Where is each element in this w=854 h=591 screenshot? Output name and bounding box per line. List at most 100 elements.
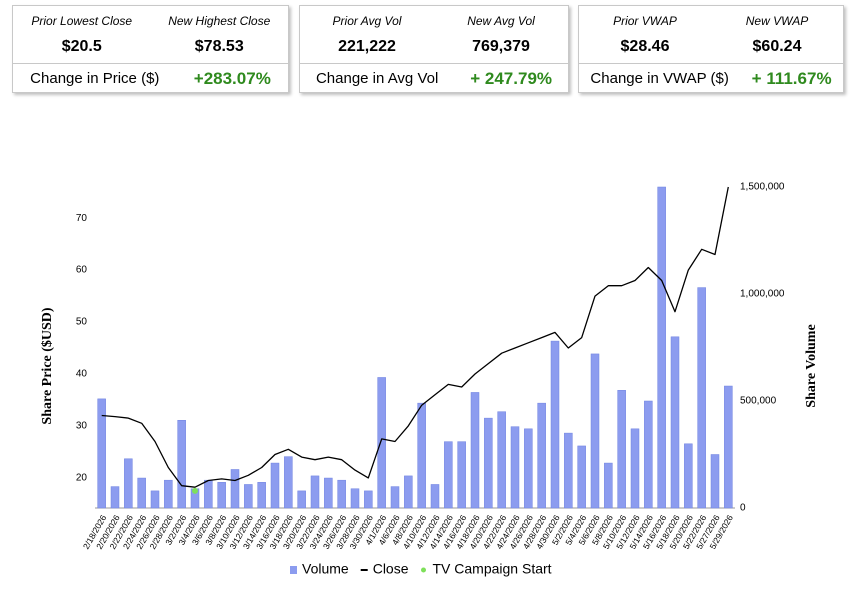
- volume-bar: [590, 353, 600, 509]
- volume-bar: [564, 432, 573, 509]
- volume-bar: [577, 445, 586, 509]
- card-top: Prior VWAP $28.46 New VWAP $60.24: [579, 6, 843, 64]
- y-tick-label: 20: [76, 473, 88, 484]
- volume-bar: [550, 340, 560, 509]
- volume-bar: [684, 443, 693, 509]
- volume-bar: [470, 392, 480, 509]
- stat-value: $60.24: [752, 38, 802, 55]
- y2-tick-label: 500,000: [740, 396, 777, 407]
- volume-bar: [390, 486, 400, 509]
- stat-column: New Highest Close $78.53: [151, 6, 289, 63]
- legend-label: Volume: [302, 561, 349, 577]
- volume-bar: [204, 479, 213, 509]
- volume-bar: [457, 441, 466, 509]
- legend-label: TV Campaign Start: [433, 561, 552, 577]
- change-label: Change in Avg Vol: [315, 70, 439, 87]
- change-label: Change in Price ($): [30, 70, 160, 87]
- card-top: Prior Lowest Close $20.5 New Highest Close…: [13, 6, 288, 64]
- volume-bar: [670, 336, 680, 509]
- volume-bar: [444, 441, 453, 509]
- legend-swatch: [290, 566, 297, 574]
- volume-bar: [524, 428, 533, 509]
- legend-label: Close: [373, 561, 409, 577]
- card-bottom: Change in VWAP ($) + 111.67%: [579, 64, 843, 93]
- volume-bar: [177, 420, 186, 509]
- volume-bar: [310, 475, 320, 509]
- stat-column: New Avg Vol 769,379: [434, 6, 568, 63]
- volume-bar: [510, 426, 520, 509]
- volume-bar: [270, 462, 280, 509]
- stat-card: Prior VWAP $28.46 New VWAP $60.24 Change in …: [578, 5, 844, 93]
- volume-bar: [97, 398, 106, 509]
- volume-bar: [644, 400, 653, 509]
- change-value: +283.07%: [193, 68, 271, 88]
- stat-value: $28.46: [620, 38, 670, 55]
- volume-bar: [297, 490, 306, 509]
- y-axis-title: Share Price ($USD): [40, 307, 55, 424]
- stat-value: 221,222: [338, 38, 396, 55]
- change-label: Change in VWAP ($): [590, 70, 729, 87]
- stat-column: Prior Avg Vol 221,222: [300, 6, 434, 63]
- volume-bar: [257, 482, 266, 509]
- volume-bar: [657, 186, 666, 509]
- close-line: [101, 186, 729, 488]
- volume-bar: [284, 456, 293, 509]
- stat-value: 769,379: [472, 38, 530, 55]
- stat-value: $20.5: [61, 38, 102, 55]
- volume-bar: [630, 428, 640, 509]
- campaign-marker: [192, 487, 198, 494]
- stat-label: Prior VWAP: [613, 14, 677, 28]
- y-tick-label: 40: [76, 369, 88, 380]
- stat-label: New Highest Close: [168, 14, 271, 28]
- change-value: + 111.67%: [751, 68, 832, 88]
- volume-bar: [417, 402, 426, 509]
- volume-bar: [110, 486, 120, 509]
- volume-bar: [430, 484, 440, 509]
- volume-bar: [150, 490, 160, 509]
- stat-column: Prior Lowest Close $20.5: [13, 6, 151, 63]
- volume-bar: [697, 287, 706, 509]
- volume-bar: [337, 479, 346, 509]
- y2-tick-label: 1,000,000: [740, 289, 785, 300]
- volume-bar: [350, 488, 360, 509]
- card-bottom: Change in Price ($) +283.07%: [13, 64, 288, 93]
- volume-bar: [497, 411, 506, 509]
- volume-bar: [217, 482, 226, 509]
- volume-bar: [484, 417, 493, 509]
- volume-bar: [404, 475, 413, 509]
- change-value: + 247.79%: [470, 68, 553, 88]
- volume-bar: [537, 402, 546, 509]
- y2-tick-label: 1,500,000: [740, 182, 785, 193]
- stat-label: Prior Lowest Close: [31, 14, 133, 28]
- card-top: Prior Avg Vol 221,222 New Avg Vol 769,379: [300, 6, 568, 64]
- volume-bar: [364, 490, 373, 509]
- stat-label: New Avg Vol: [467, 14, 535, 28]
- y-tick-label: 60: [76, 265, 88, 276]
- stat-column: Prior VWAP $28.46: [579, 6, 711, 63]
- y2-axis-title: Share Volume: [804, 324, 819, 407]
- card-bottom: Change in Avg Vol + 247.79%: [300, 64, 568, 93]
- stat-label: Prior Avg Vol: [332, 14, 402, 28]
- stat-label: New VWAP: [745, 14, 809, 28]
- volume-bar: [137, 477, 146, 509]
- y2-tick-label: 0: [740, 503, 746, 514]
- stat-card: Prior Avg Vol 221,222 New Avg Vol 769,379 Ch…: [299, 5, 569, 93]
- volume-bar: [724, 385, 733, 509]
- volume-bar: [377, 377, 386, 509]
- volume-bar: [324, 477, 333, 509]
- y-tick-label: 30: [76, 421, 88, 432]
- stat-card: Prior Lowest Close $20.5 New Highest Close…: [12, 5, 289, 93]
- volume-bar: [164, 479, 173, 509]
- legend-swatch: [421, 567, 426, 573]
- volume-bar: [124, 458, 133, 509]
- volume-bar: [230, 469, 240, 509]
- volume-bar: [710, 454, 720, 509]
- stat-value: $78.53: [194, 38, 244, 55]
- y-tick-label: 70: [76, 213, 88, 224]
- volume-bar: [604, 462, 613, 509]
- volume-bar: [617, 390, 626, 509]
- volume-bar: [244, 484, 253, 509]
- stat-column: New VWAP $60.24: [711, 6, 843, 63]
